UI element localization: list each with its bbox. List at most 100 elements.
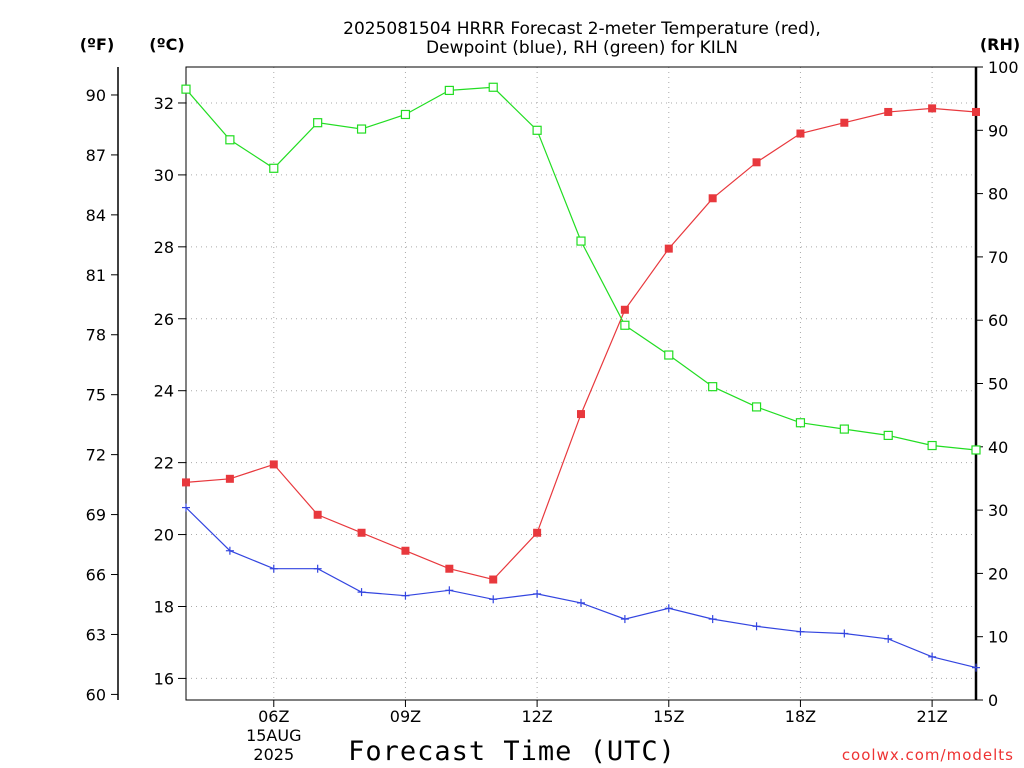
temperature-point <box>884 107 893 116</box>
rh-tick-label: 70 <box>988 248 1008 267</box>
dewpoint-point <box>533 589 542 598</box>
rh-point <box>356 124 367 134</box>
dewpoint-point <box>269 564 278 573</box>
fahrenheit-tick-label: 90 <box>86 86 106 105</box>
rh-point <box>795 418 806 428</box>
rh-point <box>620 320 630 330</box>
rh-point <box>269 163 279 173</box>
rh-tick-label: 80 <box>988 185 1008 204</box>
rh-tick-label: 40 <box>988 438 1008 457</box>
dewpoint-point <box>225 546 234 555</box>
rh-point <box>444 85 454 96</box>
fahrenheit-tick-label: 72 <box>86 446 106 465</box>
dewpoint-point <box>664 604 673 613</box>
celsius-tick-label: 26 <box>154 310 174 329</box>
temperature-point <box>225 474 234 483</box>
x-axis-title: Forecast Time (UTC) <box>348 736 676 767</box>
dewpoint-point <box>752 622 761 631</box>
series-layer <box>181 82 981 672</box>
fahrenheit-tick-label: 66 <box>86 566 106 585</box>
x-tick-label: 06Z <box>258 707 289 726</box>
chart-title-line1: 2025081504 HRRR Forecast 2-meter Tempera… <box>343 19 821 39</box>
rh-point <box>927 440 937 451</box>
fahrenheit-tick-label: 63 <box>86 625 106 644</box>
dewpoint-point <box>928 652 937 661</box>
dewpoint-point <box>445 586 454 595</box>
temperature-point <box>182 478 190 487</box>
dewpoint-point <box>884 634 893 643</box>
temperature-point <box>533 528 542 537</box>
dewpoint-point <box>620 615 629 624</box>
axes: 60 63 66 69 72 75 78 81 84 87 90 16 18 20 22 24 26 28 30 32… <box>86 58 1019 764</box>
dewpoint-point <box>401 591 410 600</box>
x-tick-date: 15AUG <box>246 726 301 745</box>
temperature-point <box>796 129 805 138</box>
rh-point <box>488 82 498 92</box>
temperature-point <box>313 510 322 519</box>
x-tick-label: 21Z <box>916 707 947 726</box>
x-tick-label: 09Z <box>390 707 421 726</box>
rh-tick-label: 0 <box>988 691 998 710</box>
temperature-point <box>928 104 937 113</box>
rh-line <box>185 86 977 451</box>
temperature-point <box>577 410 585 419</box>
rh-tick-label: 100 <box>988 58 1019 77</box>
temperature-point <box>445 564 454 573</box>
rh-unit-label: (RH) <box>980 35 1020 54</box>
fahrenheit-tick-label: 87 <box>86 146 106 165</box>
temperature-point <box>620 305 629 314</box>
rh-point <box>839 424 849 434</box>
x-tick-label: 12Z <box>521 707 552 726</box>
dewpoint-point <box>796 627 805 636</box>
rh-tick-label: 10 <box>988 628 1008 647</box>
celsius-tick-label: 16 <box>154 669 174 688</box>
celsius-tick-label: 24 <box>154 382 174 401</box>
celsius-tick-label: 32 <box>154 94 174 113</box>
dewpoint-line <box>185 507 977 669</box>
fahrenheit-tick-label: 78 <box>86 326 106 345</box>
x-tick-year: 2025 <box>253 745 294 764</box>
fahrenheit-tick-label: 60 <box>86 685 106 704</box>
rh-point <box>751 402 762 412</box>
celsius-tick-label: 30 <box>154 166 174 185</box>
dewpoint-point <box>182 503 190 512</box>
temperature-point <box>269 460 278 469</box>
rh-point <box>664 350 674 360</box>
dewpoint-point <box>577 598 585 607</box>
rh-point <box>400 109 411 120</box>
celsius-tick-label: 18 <box>154 597 174 616</box>
rh-point <box>576 236 586 246</box>
rh-tick-label: 20 <box>988 564 1008 583</box>
celsius-tick-label: 28 <box>154 238 174 257</box>
temperature-point <box>840 118 849 127</box>
celsius-tick-label: 20 <box>154 526 174 545</box>
rh-tick-label: 60 <box>988 311 1008 330</box>
dewpoint-point <box>357 588 366 597</box>
fahrenheit-tick-label: 84 <box>86 206 106 225</box>
rh-tick-label: 90 <box>988 121 1008 140</box>
temperature-point <box>752 158 761 167</box>
dewpoint-point <box>708 615 717 624</box>
rh-tick-label: 50 <box>988 375 1008 394</box>
temperature-point <box>664 244 673 253</box>
rh-point <box>708 382 718 392</box>
rh-point <box>883 430 893 441</box>
fahrenheit-tick-label: 69 <box>86 506 106 525</box>
rh-point <box>532 125 542 135</box>
credit-text: coolwx.com/modelts <box>842 746 1014 764</box>
rh-point <box>181 84 191 94</box>
rh-tick-label: 30 <box>988 501 1008 520</box>
celsius-tick-label: 22 <box>154 454 174 473</box>
temperature-point <box>401 546 410 555</box>
temperature-point <box>489 575 498 584</box>
temperature-point <box>357 528 366 537</box>
x-tick-label: 18Z <box>785 707 816 726</box>
temperature-line <box>185 107 977 581</box>
chart-title-line2: Dewpoint (blue), RH (green) for KILN <box>426 38 738 58</box>
dewpoint-point <box>313 564 322 573</box>
temperature-point <box>708 194 717 203</box>
fahrenheit-unit-label: (ºF) <box>80 35 115 54</box>
rh-point <box>225 135 235 145</box>
celsius-unit-label: (ºC) <box>149 35 184 54</box>
